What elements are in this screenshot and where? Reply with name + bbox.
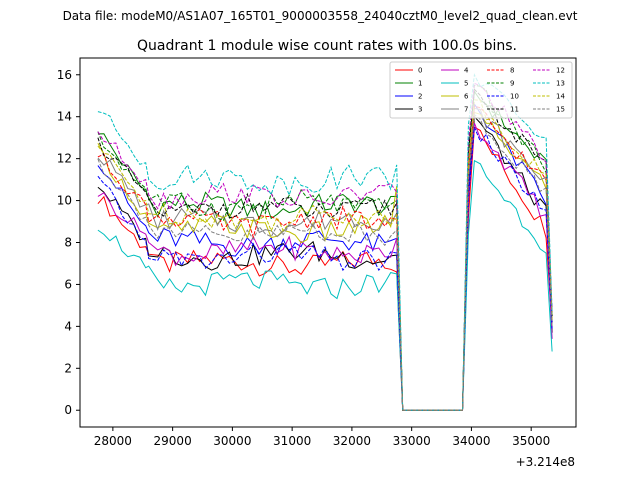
- x-tick-label: 30000: [213, 434, 251, 448]
- series-line-2: [97, 102, 553, 411]
- legend-label-7: 7: [464, 106, 468, 114]
- y-tick-label: 14: [57, 110, 72, 124]
- series-line-4: [97, 122, 553, 411]
- y-tick-label: 2: [64, 361, 72, 375]
- legend-label-3: 3: [418, 106, 422, 114]
- legend-label-4: 4: [464, 67, 469, 75]
- axes: 28000 29000 30000 31000 32000 33000 34000 35000…: [57, 57, 577, 448]
- legend-label-9: 9: [510, 80, 514, 88]
- legend-label-8: 8: [510, 67, 514, 75]
- legend-label-0: 0: [418, 67, 422, 75]
- legend-label-13: 13: [556, 80, 565, 88]
- x-offset-label: +3.214e8: [516, 455, 575, 469]
- series-line-15: [97, 113, 553, 411]
- x-tick-label: 31000: [273, 434, 311, 448]
- legend-label-5: 5: [464, 80, 468, 88]
- series-line-5: [97, 159, 553, 411]
- x-tick-label: 29000: [154, 434, 192, 448]
- y-tick-label: 16: [57, 68, 72, 82]
- y-tick-label: 4: [64, 319, 72, 333]
- legend-label-11: 11: [510, 106, 519, 114]
- legend-label-1: 1: [418, 80, 422, 88]
- series-line-9: [97, 84, 553, 411]
- series-line-0: [97, 126, 553, 411]
- series-line-6: [97, 111, 553, 411]
- y-tick-label: 10: [57, 194, 72, 208]
- y-tick-label: 6: [64, 277, 72, 291]
- series-line-7: [97, 107, 553, 411]
- legend-label-10: 10: [510, 93, 519, 101]
- x-tick-label: 35000: [512, 434, 550, 448]
- series-line-14: [97, 99, 553, 411]
- series-line-13: [97, 73, 553, 411]
- y-tick-label: 12: [57, 152, 72, 166]
- legend-label-12: 12: [556, 67, 565, 75]
- chart-title: Quadrant 1 module wise count rates with …: [137, 38, 517, 54]
- x-tick-label: 32000: [333, 434, 371, 448]
- series-line-10: [97, 127, 553, 411]
- y-tick-label: 0: [64, 403, 72, 417]
- plot-area: [97, 73, 553, 411]
- x-tick-label: 33000: [393, 434, 431, 448]
- x-tick-label: 28000: [94, 434, 132, 448]
- legend-label-6: 6: [464, 93, 469, 101]
- legend-label-2: 2: [418, 93, 422, 101]
- x-tick-label: 34000: [452, 434, 490, 448]
- legend-label-15: 15: [556, 106, 565, 114]
- series-line-8: [97, 105, 553, 411]
- legend-box: [389, 61, 573, 119]
- y-tick-label: 8: [64, 236, 72, 250]
- legend-label-14: 14: [556, 93, 565, 101]
- chart-suptitle: Data file: modeM0/AS1A07_165T01_90000035…: [63, 9, 578, 23]
